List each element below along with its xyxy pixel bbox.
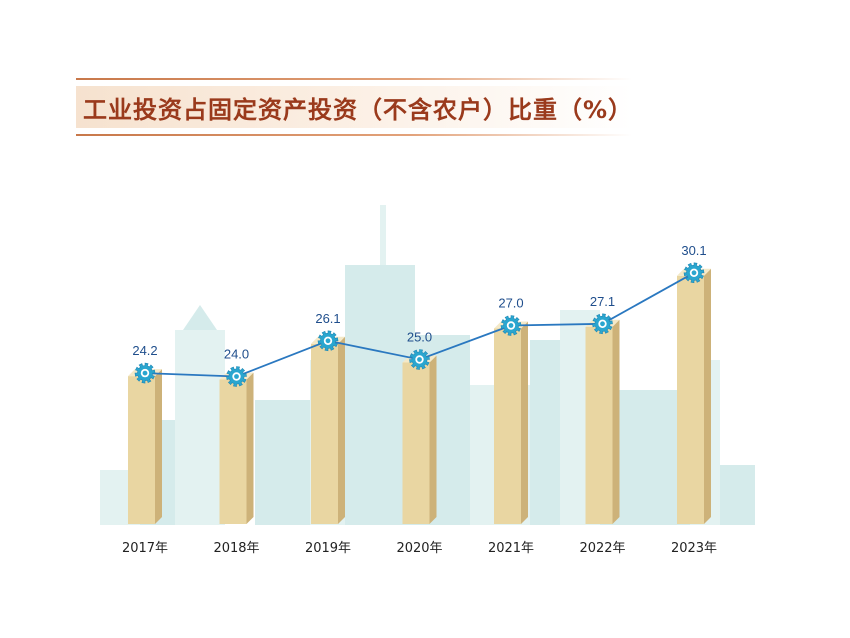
skyline-building xyxy=(255,400,315,525)
bar xyxy=(128,369,162,524)
x-tick-label: 2018年 xyxy=(213,541,259,556)
gear-markers-group xyxy=(134,262,705,387)
bar-side xyxy=(612,319,620,524)
x-tick-label: 2017年 xyxy=(122,541,168,556)
value-label: 25.0 xyxy=(407,330,432,345)
gear-icon xyxy=(500,315,522,336)
title-banner: 工业投资占固定资产投资（不含农户）比重（%） xyxy=(76,78,632,136)
value-label: 30.1 xyxy=(681,243,706,258)
x-axis-ticks-group: 2017年 2018年 2019年 2020年 2021年 2022年 2023年 xyxy=(122,541,717,556)
value-label: 27.0 xyxy=(498,296,523,311)
x-tick-label: 2019年 xyxy=(305,541,351,556)
skyline-building xyxy=(175,330,225,525)
gear-icon xyxy=(683,262,705,284)
x-tick-label: 2022年 xyxy=(579,541,625,556)
bar xyxy=(311,336,345,524)
bar-front xyxy=(128,376,155,524)
bar-front xyxy=(402,362,430,524)
gear-icon xyxy=(317,330,339,352)
bar-front xyxy=(585,326,613,524)
gear-icon xyxy=(134,362,156,384)
bar-front xyxy=(494,328,521,524)
bar-front xyxy=(311,343,338,524)
value-label: 26.1 xyxy=(315,311,340,326)
gear-icon xyxy=(592,313,613,335)
value-labels-group: 24.2 24.0 26.1 25.0 27.0 27.1 30.1 xyxy=(132,243,706,362)
title-rule-top xyxy=(76,78,632,80)
x-tick-label: 2020年 xyxy=(396,541,442,556)
x-tick-label: 2021年 xyxy=(488,541,534,556)
bar xyxy=(402,355,437,524)
bar-front xyxy=(677,275,704,524)
bar xyxy=(494,321,528,524)
bar-side xyxy=(246,372,254,524)
value-label: 27.1 xyxy=(590,294,615,309)
skyline-spire xyxy=(183,305,217,330)
gear-icon xyxy=(226,366,247,387)
bar-side xyxy=(521,321,528,524)
gear-icon xyxy=(409,349,430,370)
bar-side xyxy=(338,336,345,524)
value-label: 24.0 xyxy=(224,347,249,362)
bar-side xyxy=(155,369,162,524)
bar-side xyxy=(704,268,711,524)
bar xyxy=(585,319,620,524)
title-background xyxy=(76,86,632,128)
skyline-building xyxy=(380,205,386,265)
bar xyxy=(677,268,711,524)
bar xyxy=(219,372,254,524)
skyline-building xyxy=(720,465,755,525)
value-label: 24.2 xyxy=(132,343,157,358)
title-rule-bottom xyxy=(76,134,632,136)
x-tick-label: 2023年 xyxy=(671,541,717,556)
bar-side xyxy=(429,355,437,524)
chart-title: 工业投资占固定资产投资（不含农户）比重（%） xyxy=(83,96,634,124)
bars-group xyxy=(128,268,711,524)
bar-front xyxy=(219,379,247,524)
